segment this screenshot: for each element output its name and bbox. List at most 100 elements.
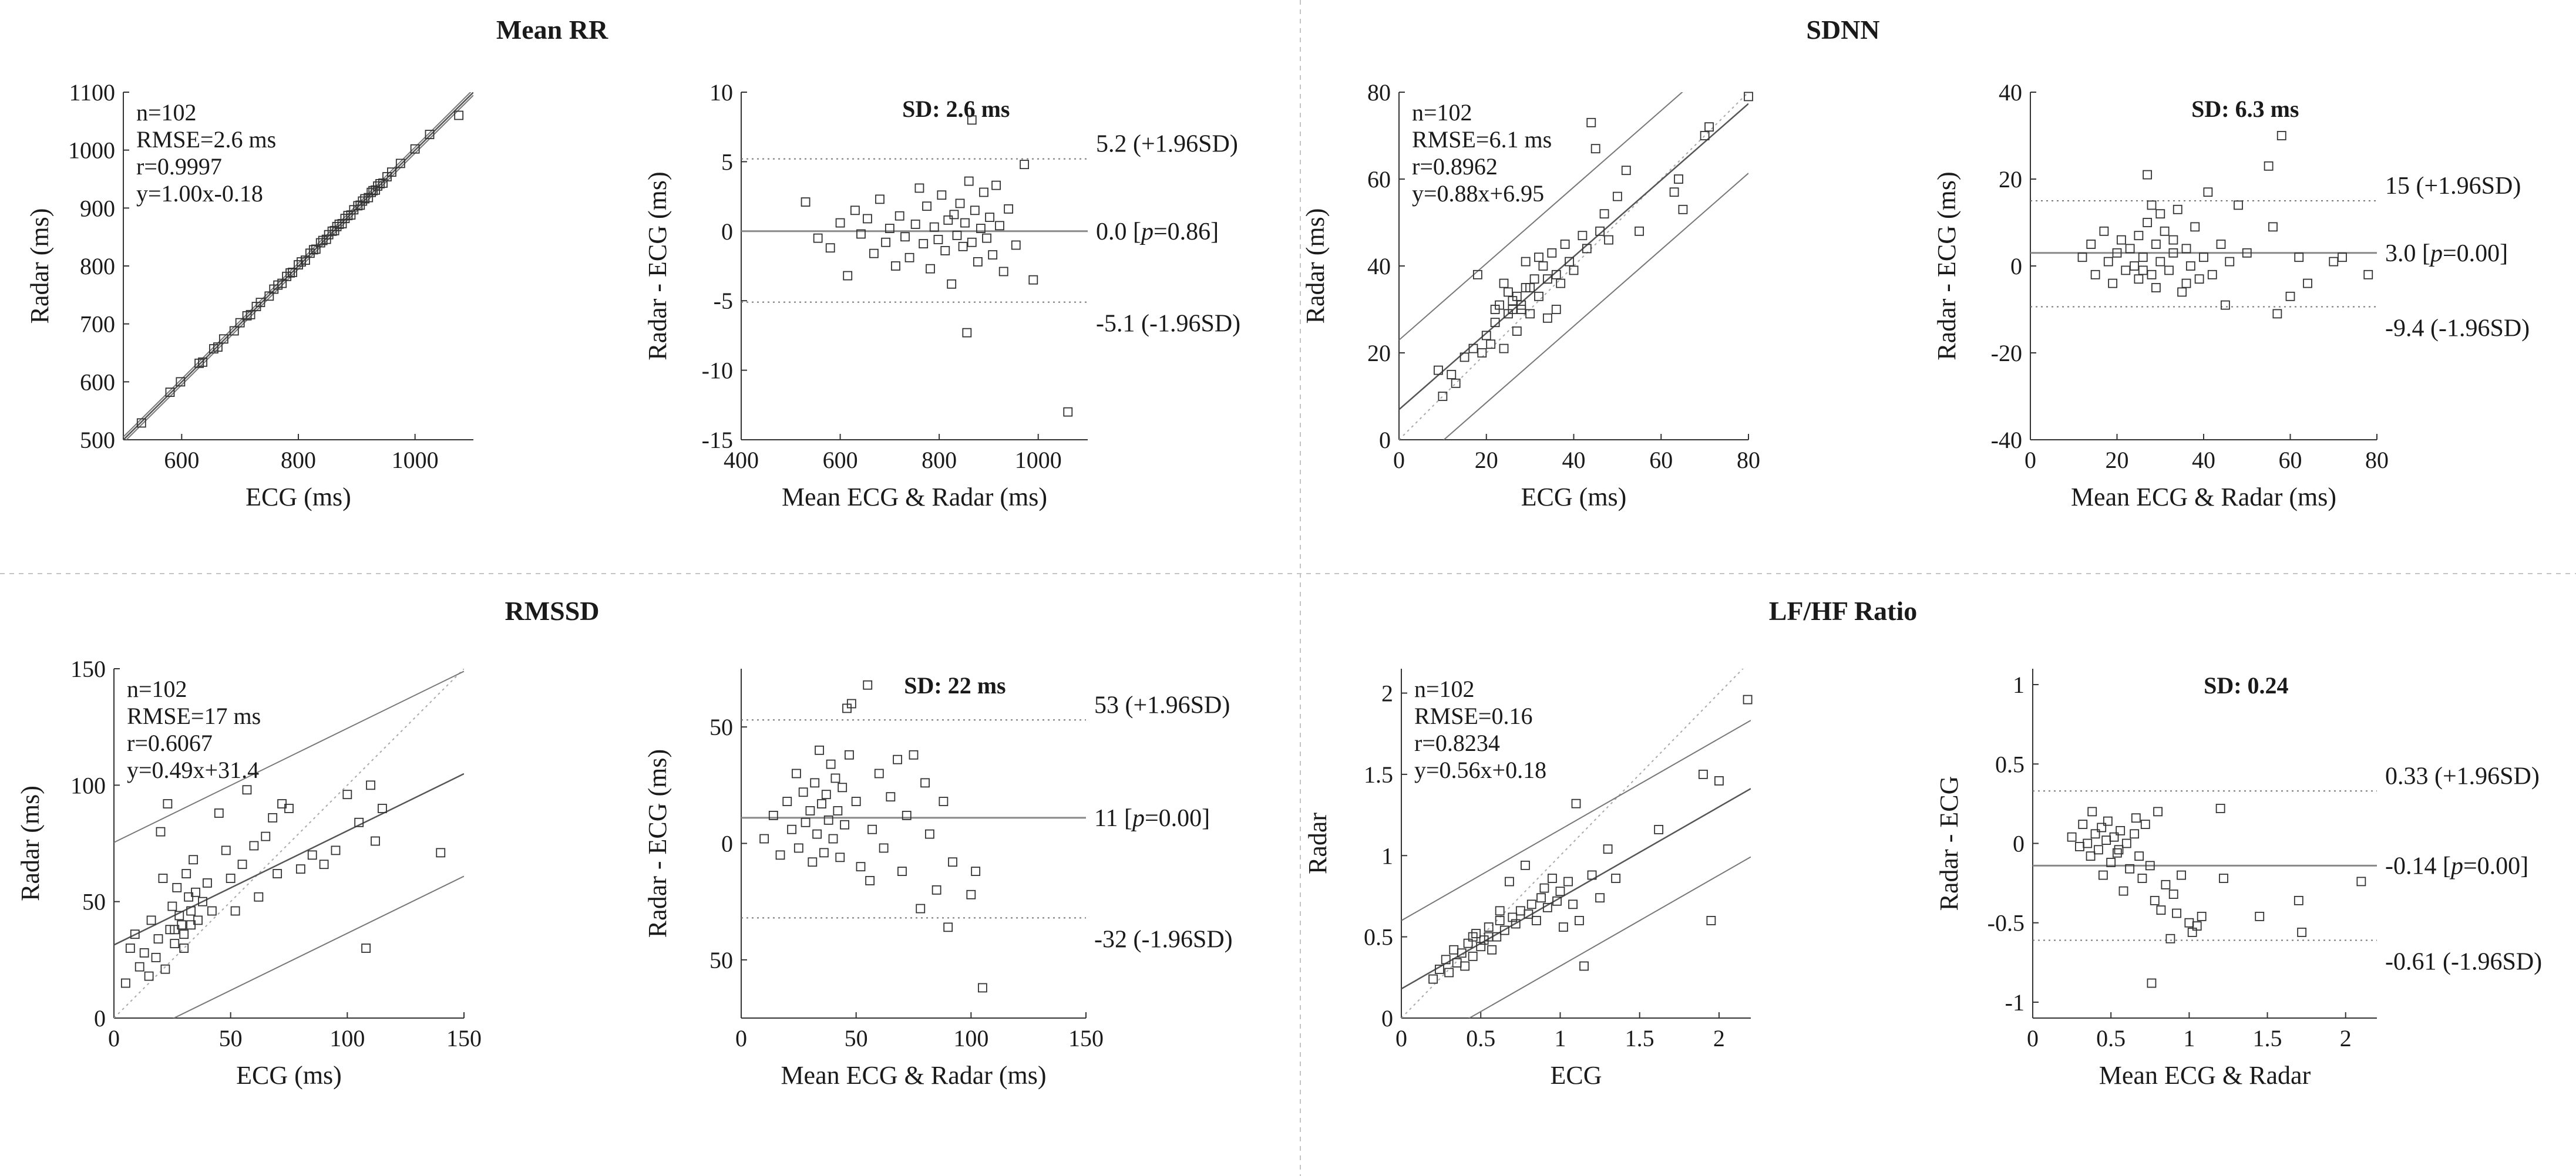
sdnn-ba-y-tick-label: 40 [1999,79,2022,106]
lfhf-ba-data-point [2192,921,2202,931]
rmssd-ba-data-point [931,885,941,895]
sdnn-ba-data-point [2151,240,2161,249]
rmssd-ba-data-point [805,806,815,816]
rmssd-ba-data-point [856,862,866,872]
lfhf-scatter-data-point [1521,860,1530,870]
meanrr-scatter-data-point [364,193,374,203]
rmssd-ba-data-point [793,843,803,853]
lfhf-ba-reference-lines [2033,790,2377,941]
sdnn-ba-mean-bias-label: 3.0 [p=0.00] [2385,240,2508,267]
lfhf-scatter-y-tick-label: 2 [1381,680,1393,707]
lfhf-scatter-data-point [1552,896,1562,906]
meanrr-ba-data-point [1063,407,1073,417]
rmssd-ba-data-point [835,852,845,862]
lfhf-ba-p-symbol: p [2449,852,2463,880]
rmssd-ba-data-point [948,857,957,867]
rmssd-scatter-identity-line [114,669,464,1018]
meanrr-ba-data-point [943,215,953,225]
sdnn-scatter-data-point [1669,187,1679,197]
lfhf-ba-data-point [2153,807,2163,817]
sdnn-scatter-data-point [1599,209,1609,219]
meanrr-scatter-data-point [285,268,295,278]
sdnn-ba-data-point [2234,200,2243,210]
meanrr-scatter-x-tick-label: 600 [164,447,199,473]
lfhf-ba-x-tick-label: 2 [2340,1025,2352,1052]
lfhf-scatter-x-tick-label: 0.5 [1466,1025,1495,1052]
rmssd-ba-data-point [817,799,826,808]
rmssd-ba-p-value: =0.00] [1145,805,1210,832]
lfhf-scatter-data-point [1505,877,1514,887]
meanrr-scatter-data-point [277,278,287,288]
rmssd-scatter-plot: 0 50 100 150 0 50 100 150 ECG (ms) Radar (ms) n=10… [16,656,482,1090]
lfhf-ba-y-axis-label: Radar - ECG [1935,776,1963,911]
rmssd-ba-x-tick-label: 150 [1068,1025,1104,1052]
sdnn-ba-data-point [2143,218,2153,227]
meanrr-scatter-data-point [255,298,265,308]
lfhf-ba-y-tick-label: 1 [2013,672,2025,698]
sdnn-ba-data-point [2216,240,2226,249]
lfhf-scatter-data-point [1484,932,1494,942]
rmssd-scatter-data-point [179,929,189,939]
sdnn-scatter-data-point [1542,313,1552,323]
rmssd-scatter-y-tick-label: 150 [70,656,106,682]
rmssd-ba-p-open-bracket: [ [1118,805,1132,832]
sdnn-ba-data-point [2103,257,2113,267]
lfhf-scatter-x-tick-label: 2 [1713,1025,1725,1052]
sdnn-ba-y-tick-label: 20 [1999,166,2022,193]
rmssd-ba-data-point [916,904,926,914]
rmssd-scatter-stat-line: r=0.6067 [127,730,213,756]
meanrr-scatter-y-tick-label: 700 [80,311,115,338]
rmssd-scatter-data-point [146,915,156,925]
meanrr-scatter-stat-line: r=0.9997 [136,153,222,180]
rmssd-scatter-data-point [319,860,329,870]
lfhf-ba-x-tick-label: 1 [2183,1025,2195,1052]
lfhf-ba-data-point [2156,905,2166,915]
rmssd-scatter-data-point [170,939,180,948]
rmssd-scatter-data-point [342,790,352,800]
lfhf-ba-data-point [2356,877,2366,887]
lfhf-scatter-data-point [1471,929,1481,938]
rmssd-ba-data-point [897,867,907,876]
sdnn-ba-data-point [2294,252,2304,262]
rmssd-scatter-data-point [378,804,387,813]
meanrr-ba-data-point [919,239,929,249]
sdnn-ba-data-point [2363,269,2373,279]
sdnn-scatter-data-point [1534,252,1543,262]
lfhf-ba-x-axis-label: Mean ECG & Radar [2099,1061,2311,1090]
rmssd-scatter-data-point [361,944,371,953]
rmssd-scatter-data-point [214,808,224,818]
lfhf-scatter-data-point [1706,916,1716,925]
rmssd-ba-data-point [971,867,981,876]
sdnn-ba-plot: 0 20 40 60 80 -40 -20 0 20 40 Mean ECG & Radar (ms… [1932,79,2530,511]
rmssd-ba-data-point [886,792,896,802]
meanrr-ba-mean-bias-label: 0.0 [p=0.86] [1096,218,1219,245]
rmssd-ba-data-point [865,876,875,885]
rmssd-ba-mean-bias-label: 11 [p=0.00] [1094,805,1210,832]
panel-title-rmssd: RMSSD [505,596,599,626]
sdnn-scatter-data-point [1451,378,1461,388]
rmssd-scatter-regression-line [114,773,464,946]
meanrr-ba-data-point [964,176,974,186]
lfhf-ba-data-point [2112,848,2122,858]
rmssd-scatter-data-point [371,836,380,846]
sdnn-ba-data-point [2086,240,2096,249]
rmssd-scatter-data-point [221,845,231,855]
sdnn-ba-data-point [2177,287,2187,297]
lfhf-ba-data-point [2197,912,2207,921]
sdnn-scatter-data-point [1547,248,1557,258]
meanrr-scatter-data-point [311,244,321,254]
meanrr-scatter-data-point [395,159,405,169]
rmssd-scatter-data-point [186,906,196,916]
rmssd-ba-data-point [851,797,861,806]
meanrr-ba-y-tick-label: -10 [702,358,733,384]
rmssd-ba-sd-label: SD: 22 ms [904,672,1005,699]
rmssd-ba-plot: 0 50 100 150 50 0 50 Mean ECG & Radar (ms) Radar… [643,669,1233,1090]
rmssd-scatter-data-point [268,813,278,823]
sdnn-ba-upper-loa-label: 15 (+1.96SD) [2385,173,2521,200]
sdnn-scatter-lower-band-line [1442,173,1748,440]
sdnn-scatter-data-point [1612,191,1622,201]
meanrr-ba-data-point [869,248,879,258]
rmssd-ba-data-point [828,834,838,844]
sdnn-scatter-data-point [1678,204,1688,214]
